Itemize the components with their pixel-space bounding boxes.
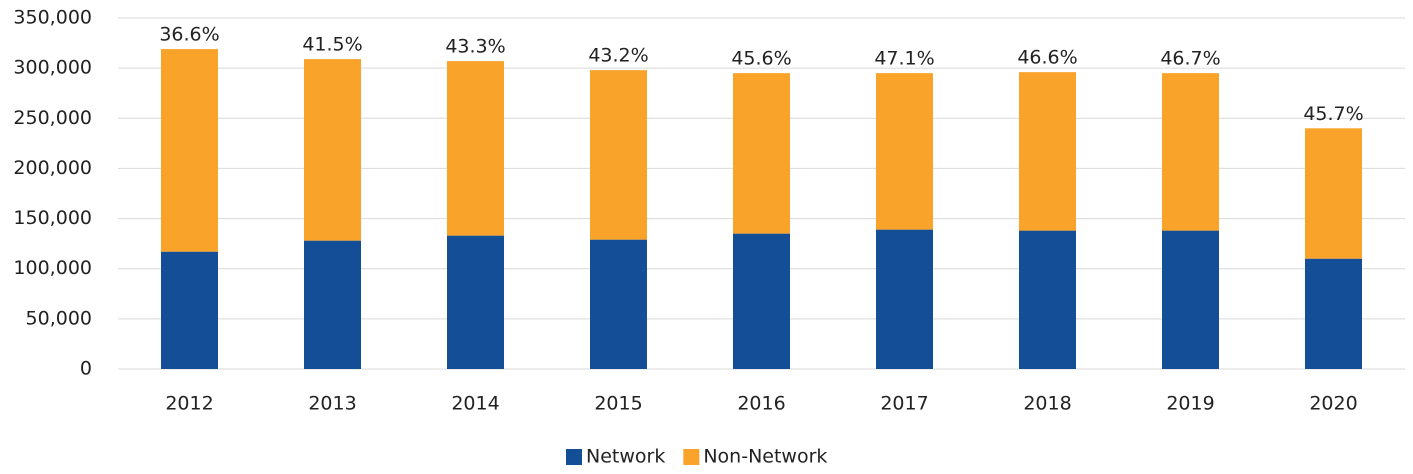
bar-annotation: 43.2% — [588, 45, 648, 67]
bar-segment — [876, 73, 933, 230]
x-tick-label: 2017 — [880, 393, 928, 415]
legend-swatch — [566, 449, 582, 465]
bar-segment — [1019, 230, 1076, 369]
y-tick-label: 300,000 — [13, 57, 92, 79]
bar-segment — [1305, 128, 1362, 259]
x-tick-label: 2015 — [594, 393, 642, 415]
x-tick-label: 2014 — [451, 393, 499, 415]
bar-segment — [304, 240, 361, 369]
x-tick-label: 2019 — [1166, 393, 1214, 415]
bar-segment — [1305, 258, 1362, 369]
legend-swatch — [683, 449, 700, 465]
bar-segment — [876, 229, 933, 369]
bar-annotation: 45.7% — [1303, 103, 1363, 125]
bar-annotation: 36.6% — [159, 24, 219, 46]
bar-segment — [161, 251, 218, 369]
bar-annotation: 47.1% — [874, 48, 934, 70]
bar-segment — [733, 233, 790, 369]
bar-annotation: 43.3% — [445, 36, 505, 58]
y-tick-label: 50,000 — [26, 307, 92, 329]
x-tick-label: 2016 — [737, 393, 785, 415]
bar-segment — [1162, 73, 1219, 231]
bar-segment — [447, 61, 504, 236]
y-tick-label: 250,000 — [13, 107, 92, 129]
y-tick-label: 100,000 — [13, 257, 92, 279]
y-tick-label: 350,000 — [13, 7, 92, 29]
bar-segment — [590, 70, 647, 240]
bar-segment — [304, 59, 361, 241]
x-tick-label: 2020 — [1309, 393, 1357, 415]
y-tick-label: 200,000 — [13, 157, 92, 179]
bar-annotation: 46.7% — [1160, 48, 1220, 70]
bar-segment — [1162, 230, 1219, 369]
x-tick-label: 2018 — [1023, 393, 1071, 415]
bar-segment — [733, 73, 790, 234]
bar-segment — [590, 239, 647, 369]
x-tick-label: 2013 — [308, 393, 356, 415]
legend-label: Non-Network — [703, 446, 827, 468]
bar-segment — [447, 235, 504, 369]
y-tick-label: 150,000 — [13, 207, 92, 229]
y-tick-label: 0 — [80, 358, 92, 380]
legend-label: Network — [586, 446, 665, 468]
x-tick-label: 2012 — [165, 393, 213, 415]
bar-segment — [1019, 72, 1076, 231]
bar-annotation: 41.5% — [302, 34, 362, 56]
bar-annotation: 46.6% — [1017, 47, 1077, 69]
bar-annotation: 45.6% — [731, 48, 791, 70]
bar-segment — [161, 49, 218, 252]
